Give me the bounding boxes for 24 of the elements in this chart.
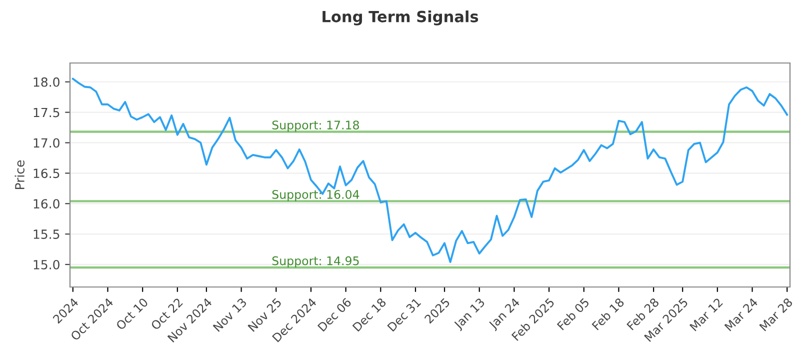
y-tick-label: 18.0	[34, 77, 60, 87]
x-tick-label: Jan 13	[452, 298, 487, 332]
x-tick-label: Dec 18	[352, 297, 387, 332]
x-tick-label: Feb 18	[591, 297, 625, 330]
chart-title: Long Term Signals	[322, 10, 478, 26]
x-tick-label: Mar 28	[759, 297, 793, 332]
ref-line-label: Support: 16.04	[272, 190, 360, 202]
x-tick-label: Nov 13	[212, 298, 248, 332]
x-tick-label: Dec 06	[317, 297, 352, 332]
x-tick-label: Oct 10	[115, 297, 148, 330]
x-tick-label: Mar 12	[689, 298, 724, 332]
x-tick-label: Mar 24	[724, 297, 758, 332]
ref-line-label: Support: 17.18	[272, 120, 359, 132]
x-tick-label: Nov 25	[248, 298, 282, 332]
y-tick-label: 15.0	[34, 260, 60, 270]
y-tick-label: 16.5	[34, 168, 60, 178]
y-tick-label: 17.0	[34, 138, 60, 148]
x-tick-label: Feb 05	[556, 297, 590, 330]
y-tick-label: 16.0	[34, 199, 60, 209]
y-tick-label: 15.5	[34, 230, 60, 239]
y-axis-title: Price	[14, 160, 24, 190]
ref-line-label: Support: 14.95	[272, 256, 359, 268]
x-tick-label: Dec 31	[387, 298, 422, 332]
y-tick-label: 17.5	[34, 108, 60, 118]
